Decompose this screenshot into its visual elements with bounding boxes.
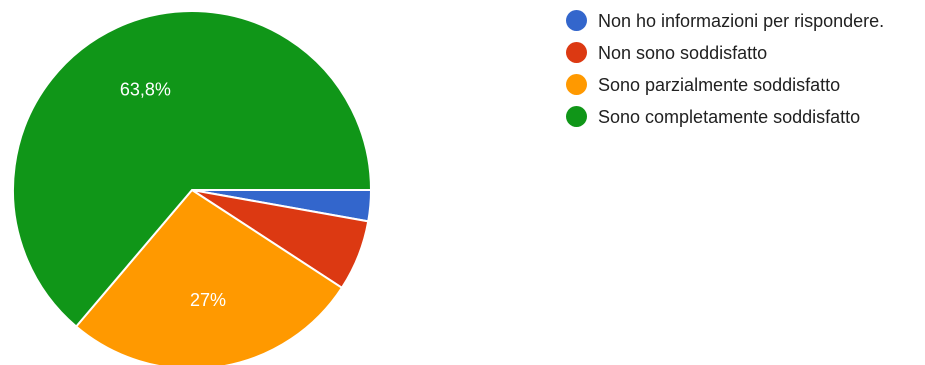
legend-swatch-icon — [566, 42, 587, 63]
pie-slice-sono-completamente-soddisfatto[interactable] — [12, 10, 373, 328]
legend-label: Sono completamente soddisfatto — [598, 107, 861, 127]
legend: Non ho informazioni per rispondere. Non … — [566, 8, 921, 136]
legend-item[interactable]: Sono completamente soddisfatto — [566, 104, 921, 130]
legend-label: Non sono soddisfatto — [598, 43, 768, 63]
legend-label: Non ho informazioni per rispondere. — [598, 11, 885, 31]
pie-slice-sono-parzialmente-soddisfatto[interactable] — [74, 188, 344, 365]
legend-item[interactable]: Sono parzialmente soddisfatto — [566, 72, 921, 98]
slice-data-label: 63,8% — [120, 79, 171, 99]
pie-chart: 27% 63,8% — [12, 10, 373, 365]
legend-label: Sono parzialmente soddisfatto — [598, 75, 841, 95]
pie-data-labels: 27% 63,8% — [120, 79, 226, 310]
legend-item[interactable]: Non ho informazioni per rispondere. — [566, 8, 921, 34]
pie-slices — [12, 10, 373, 365]
legend-item[interactable]: Non sono soddisfatto — [566, 40, 921, 66]
legend-swatch-icon — [566, 74, 587, 95]
legend-swatch-icon — [566, 106, 587, 127]
slice-data-label: 27% — [190, 290, 226, 310]
legend-swatch-icon — [566, 10, 587, 31]
